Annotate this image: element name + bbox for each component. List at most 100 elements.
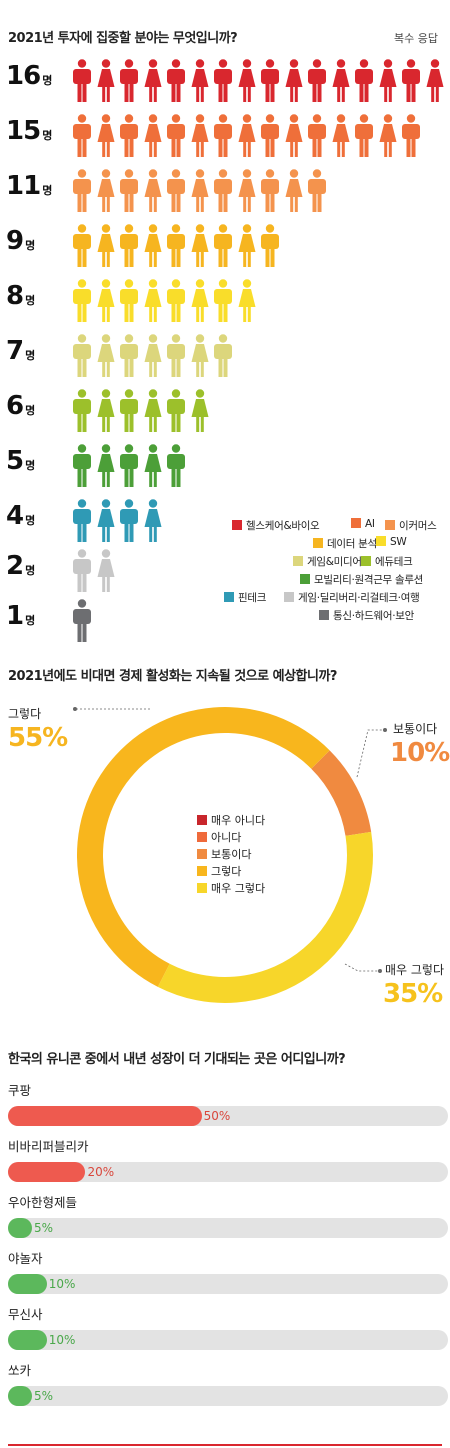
legend-swatch xyxy=(197,832,207,842)
donut-chart xyxy=(73,706,387,1003)
male-person-icon xyxy=(73,499,91,542)
legend-swatch xyxy=(385,520,395,530)
callout-percent: 55% xyxy=(8,723,68,753)
row-count-value: 6 xyxy=(6,391,24,421)
male-person-icon xyxy=(214,224,232,267)
legend-swatch xyxy=(197,815,207,825)
bar-value-label: 10% xyxy=(48,1333,76,1347)
male-person-icon xyxy=(73,389,91,432)
male-person-icon xyxy=(120,389,138,432)
row-count-label: 15 명 xyxy=(6,116,52,146)
male-person-icon xyxy=(120,114,138,157)
callout-label: 그렇다 xyxy=(8,707,42,721)
bar-fill xyxy=(8,1274,47,1294)
bar-category-label: 비바리퍼블리카 xyxy=(8,1139,89,1154)
bottom-rule xyxy=(8,1444,442,1446)
female-person-icon xyxy=(285,114,302,157)
bar-category-label: 무신사 xyxy=(8,1307,43,1322)
female-person-icon xyxy=(191,224,208,267)
female-person-icon xyxy=(238,224,255,267)
female-person-icon xyxy=(144,389,161,432)
male-person-icon xyxy=(402,59,420,102)
row-count-unit: 명 xyxy=(25,349,36,362)
bar-value-label: 5% xyxy=(34,1389,54,1403)
bar-fill xyxy=(8,1218,32,1238)
male-person-icon xyxy=(355,59,373,102)
male-person-icon xyxy=(261,169,279,212)
row-count-unit: 명 xyxy=(25,239,36,252)
legend-item: 게임&미디어 xyxy=(293,554,362,569)
row-count-value: 11 xyxy=(6,171,41,201)
donut-slice-그렇다 xyxy=(76,706,330,987)
legend-swatch xyxy=(197,866,207,876)
row-count-unit: 명 xyxy=(42,129,53,142)
female-person-icon xyxy=(97,59,114,102)
male-person-icon xyxy=(214,114,232,157)
row-count-unit: 명 xyxy=(25,514,36,527)
row-count-value: 7 xyxy=(6,336,24,366)
bar-fill xyxy=(8,1386,32,1406)
male-person-icon xyxy=(214,59,232,102)
bar-value-label: 10% xyxy=(48,1277,76,1291)
male-person-icon xyxy=(167,444,185,487)
pictograph-chart: 16 명 15 명 11 명 9 명 8 명 7 명 6 명 5 명 4 명 2 명 1 명 헬스케어&바이오 AI 이커머스 데… xyxy=(0,55,450,645)
donut-legend-item: 매우 그렇다 xyxy=(197,880,265,897)
female-person-icon xyxy=(285,169,302,212)
male-person-icon xyxy=(120,169,138,212)
female-person-icon xyxy=(97,549,114,592)
legend-label: SW xyxy=(390,536,407,548)
leader-line xyxy=(344,963,380,972)
female-person-icon xyxy=(379,114,396,157)
leader-line xyxy=(356,729,385,778)
row-count-unit: 명 xyxy=(42,74,53,87)
donut-legend-item: 아니다 xyxy=(197,829,265,846)
legend-swatch xyxy=(284,592,294,602)
male-person-icon xyxy=(167,279,185,322)
legend-swatch xyxy=(300,574,310,584)
legend-swatch xyxy=(224,592,234,602)
donut-slice-매우 그렇다 xyxy=(157,831,373,1003)
male-person-icon xyxy=(261,224,279,267)
legend-label: 핀테크 xyxy=(238,592,267,604)
female-person-icon xyxy=(238,279,255,322)
donut-slice-보통이다 xyxy=(311,750,372,836)
callout-label: 보통이다 xyxy=(393,722,438,736)
male-person-icon xyxy=(73,444,91,487)
row-count-value: 5 xyxy=(6,446,24,476)
legend-swatch xyxy=(319,610,329,620)
male-person-icon xyxy=(167,389,185,432)
female-person-icon xyxy=(144,224,161,267)
legend-swatch xyxy=(361,556,371,566)
legend-label: 이커머스 xyxy=(399,520,437,532)
donut-legend-item: 그렇다 xyxy=(197,863,265,880)
male-person-icon xyxy=(167,59,185,102)
legend-label: 매우 아니다 xyxy=(211,814,266,827)
male-person-icon xyxy=(261,59,279,102)
female-person-icon xyxy=(191,114,208,157)
male-person-icon xyxy=(120,59,138,102)
male-person-icon xyxy=(214,169,232,212)
legend-label: 에듀테크 xyxy=(375,556,413,568)
callout-label: 매우 그렇다 xyxy=(385,963,445,977)
bar-title: 한국의 유니콘 중에서 내년 성장이 더 기대되는 곳은 어디입니까? xyxy=(8,1052,346,1067)
female-person-icon xyxy=(332,59,349,102)
leader-dot xyxy=(378,969,382,973)
legend-label: 게임&미디어 xyxy=(307,556,362,568)
bar-category-label: 쿠팡 xyxy=(8,1083,32,1098)
bar-value-label: 5% xyxy=(34,1221,54,1235)
female-person-icon xyxy=(191,389,208,432)
male-person-icon xyxy=(73,114,91,157)
bar-track: 10% xyxy=(8,1330,448,1350)
legend-label: 데이터 분석 xyxy=(327,538,377,550)
male-person-icon xyxy=(120,444,138,487)
bar-track: 5% xyxy=(8,1386,448,1406)
legend-label: 통신·하드웨어·보안 xyxy=(333,610,414,622)
male-person-icon xyxy=(167,334,185,377)
legend-swatch xyxy=(376,536,386,546)
male-person-icon xyxy=(167,169,185,212)
